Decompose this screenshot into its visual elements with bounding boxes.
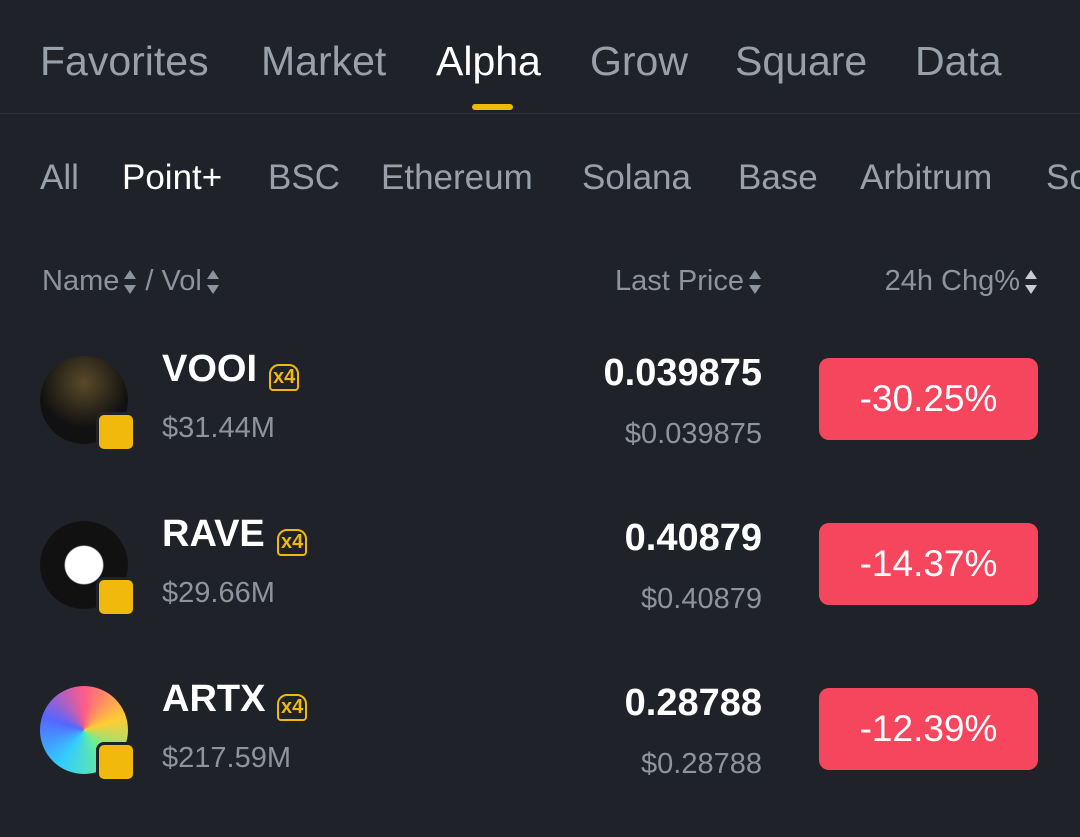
chain-badge <box>96 742 136 782</box>
change-button[interactable]: -12.39% <box>819 688 1038 770</box>
header-name: Name <box>42 265 120 297</box>
multiplier-badge: x4 <box>269 364 300 391</box>
last-price: 0.40879 <box>624 517 762 559</box>
usd-price: $0.40879 <box>641 583 762 615</box>
last-price: 0.28788 <box>624 682 762 724</box>
chain-badge <box>96 577 136 617</box>
subtab[interactable]: Point+ <box>122 158 223 197</box>
sort-name[interactable]: Name / Vol <box>42 265 220 298</box>
header-vol: / Vol <box>145 265 202 297</box>
subtab[interactable]: BSC <box>268 158 340 197</box>
tab[interactable]: Favorites <box>40 38 209 84</box>
tab[interactable]: Square <box>735 38 868 84</box>
sort-price[interactable]: Last Price <box>615 265 762 298</box>
tab[interactable]: Data <box>915 38 1002 84</box>
subtab[interactable]: So <box>1046 158 1080 197</box>
sort-icon <box>749 270 761 295</box>
subtab[interactable]: Arbitrum <box>860 158 993 197</box>
subtab[interactable]: All <box>40 158 79 197</box>
sort-icon <box>124 270 137 295</box>
subtab[interactable]: Base <box>738 158 818 197</box>
volume: $29.66M <box>162 577 275 609</box>
subtab[interactable]: Ethereum <box>381 158 533 197</box>
chain-badge <box>96 412 136 452</box>
sort-icon <box>1025 270 1037 295</box>
change-button[interactable]: -14.37% <box>819 523 1038 605</box>
last-price: 0.039875 <box>603 352 763 394</box>
header-change: 24h Chg% <box>884 265 1020 297</box>
usd-price: $0.039875 <box>624 418 762 450</box>
tab[interactable]: Grow <box>590 38 688 84</box>
token-name[interactable]: VOOI <box>162 348 258 390</box>
sort-change[interactable]: 24h Chg% <box>885 265 1038 298</box>
multiplier-badge: x4 <box>277 529 308 556</box>
volume: $31.44M <box>162 412 275 444</box>
divider <box>0 113 1080 114</box>
token-name[interactable]: ARTX <box>162 678 266 720</box>
usd-price: $0.28788 <box>641 748 762 780</box>
tab[interactable]: Market <box>261 38 387 84</box>
token-name[interactable]: RAVE <box>162 513 265 555</box>
subtab[interactable]: Solana <box>582 158 691 197</box>
sort-icon <box>206 270 219 295</box>
tab[interactable]: Alpha <box>436 38 541 84</box>
volume: $217.59M <box>162 742 291 774</box>
tab-indicator <box>472 104 513 110</box>
change-button[interactable]: -30.25% <box>819 358 1038 440</box>
multiplier-badge: x4 <box>277 694 308 721</box>
header-price: Last Price <box>615 265 744 297</box>
